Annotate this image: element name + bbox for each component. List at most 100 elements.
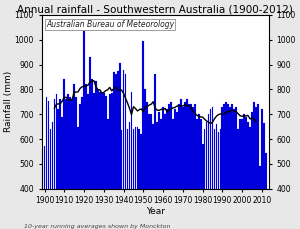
Bar	[113, 72, 115, 189]
Bar	[263, 123, 265, 189]
Bar	[48, 101, 50, 189]
Bar	[204, 129, 206, 189]
Bar	[243, 114, 245, 189]
Bar	[196, 119, 198, 189]
Bar	[107, 119, 109, 189]
Bar	[61, 117, 63, 189]
Bar	[210, 109, 212, 189]
Bar	[237, 129, 239, 189]
Bar	[133, 129, 134, 189]
Bar	[249, 127, 251, 189]
Bar	[172, 119, 174, 189]
Bar	[251, 112, 253, 189]
Bar	[208, 114, 209, 189]
Bar	[85, 85, 87, 189]
Bar	[214, 129, 215, 189]
Bar	[168, 104, 170, 189]
Bar	[230, 107, 231, 189]
Y-axis label: Rainfall (mm): Rainfall (mm)	[4, 71, 13, 132]
Bar	[71, 99, 73, 189]
Bar	[117, 71, 118, 189]
Bar	[178, 104, 180, 189]
Bar	[115, 74, 117, 189]
Bar	[200, 119, 202, 189]
Bar	[206, 122, 208, 189]
X-axis label: Year: Year	[146, 207, 165, 216]
Bar	[68, 94, 69, 189]
Bar	[180, 99, 182, 189]
Bar	[127, 129, 128, 189]
Bar	[162, 107, 164, 189]
Bar	[89, 57, 91, 189]
Bar	[139, 129, 140, 189]
Bar	[216, 124, 217, 189]
Bar	[170, 102, 172, 189]
Bar	[140, 134, 142, 189]
Bar	[93, 93, 95, 189]
Bar	[46, 97, 47, 189]
Bar	[164, 114, 166, 189]
Bar	[154, 74, 156, 189]
Bar	[227, 104, 229, 189]
Bar	[265, 153, 267, 189]
Bar	[59, 99, 61, 189]
Bar	[136, 127, 138, 189]
Bar	[144, 89, 146, 189]
Bar	[58, 109, 59, 189]
Bar	[87, 94, 89, 189]
Bar	[158, 112, 160, 189]
Bar	[152, 124, 154, 189]
Text: 10-year running averages shown by Monckton: 10-year running averages shown by Monckt…	[24, 224, 170, 229]
Bar	[259, 166, 261, 189]
Bar	[261, 109, 263, 189]
Bar	[202, 144, 203, 189]
Bar	[91, 79, 93, 189]
Bar	[184, 102, 186, 189]
Bar	[53, 99, 55, 189]
Bar	[221, 107, 223, 189]
Bar	[253, 102, 255, 189]
Bar	[111, 93, 112, 189]
Bar	[212, 107, 213, 189]
Title: Annual rainfall - Southwestern Australia (1900-2012): Annual rainfall - Southwestern Australia…	[17, 4, 293, 14]
Bar	[142, 41, 144, 189]
Bar	[121, 130, 122, 189]
Bar	[52, 122, 53, 189]
Bar	[220, 129, 221, 189]
Bar	[255, 107, 257, 189]
Bar	[225, 102, 227, 189]
Bar	[123, 70, 124, 189]
Bar	[188, 104, 190, 189]
Bar	[247, 122, 249, 189]
Bar	[190, 104, 192, 189]
Bar	[97, 89, 99, 189]
Text: Australian Bureau of Meteorology: Australian Bureau of Meteorology	[46, 20, 174, 29]
Bar	[182, 107, 184, 189]
Bar	[186, 99, 188, 189]
Bar	[101, 93, 103, 189]
Bar	[198, 114, 200, 189]
Bar	[50, 129, 51, 189]
Bar	[239, 119, 241, 189]
Bar	[224, 104, 225, 189]
Bar	[150, 114, 152, 189]
Bar	[63, 79, 65, 189]
Bar	[166, 109, 168, 189]
Bar	[235, 107, 237, 189]
Bar	[109, 94, 111, 189]
Bar	[174, 109, 176, 189]
Bar	[218, 132, 219, 189]
Bar	[241, 119, 243, 189]
Bar	[103, 93, 105, 189]
Bar	[83, 31, 85, 189]
Bar	[119, 63, 121, 189]
Bar	[160, 119, 162, 189]
Bar	[194, 104, 196, 189]
Bar	[245, 117, 247, 189]
Bar	[176, 112, 178, 189]
Bar	[130, 92, 132, 189]
Bar	[233, 109, 235, 189]
Bar	[148, 114, 150, 189]
Bar	[125, 74, 126, 189]
Bar	[65, 99, 67, 189]
